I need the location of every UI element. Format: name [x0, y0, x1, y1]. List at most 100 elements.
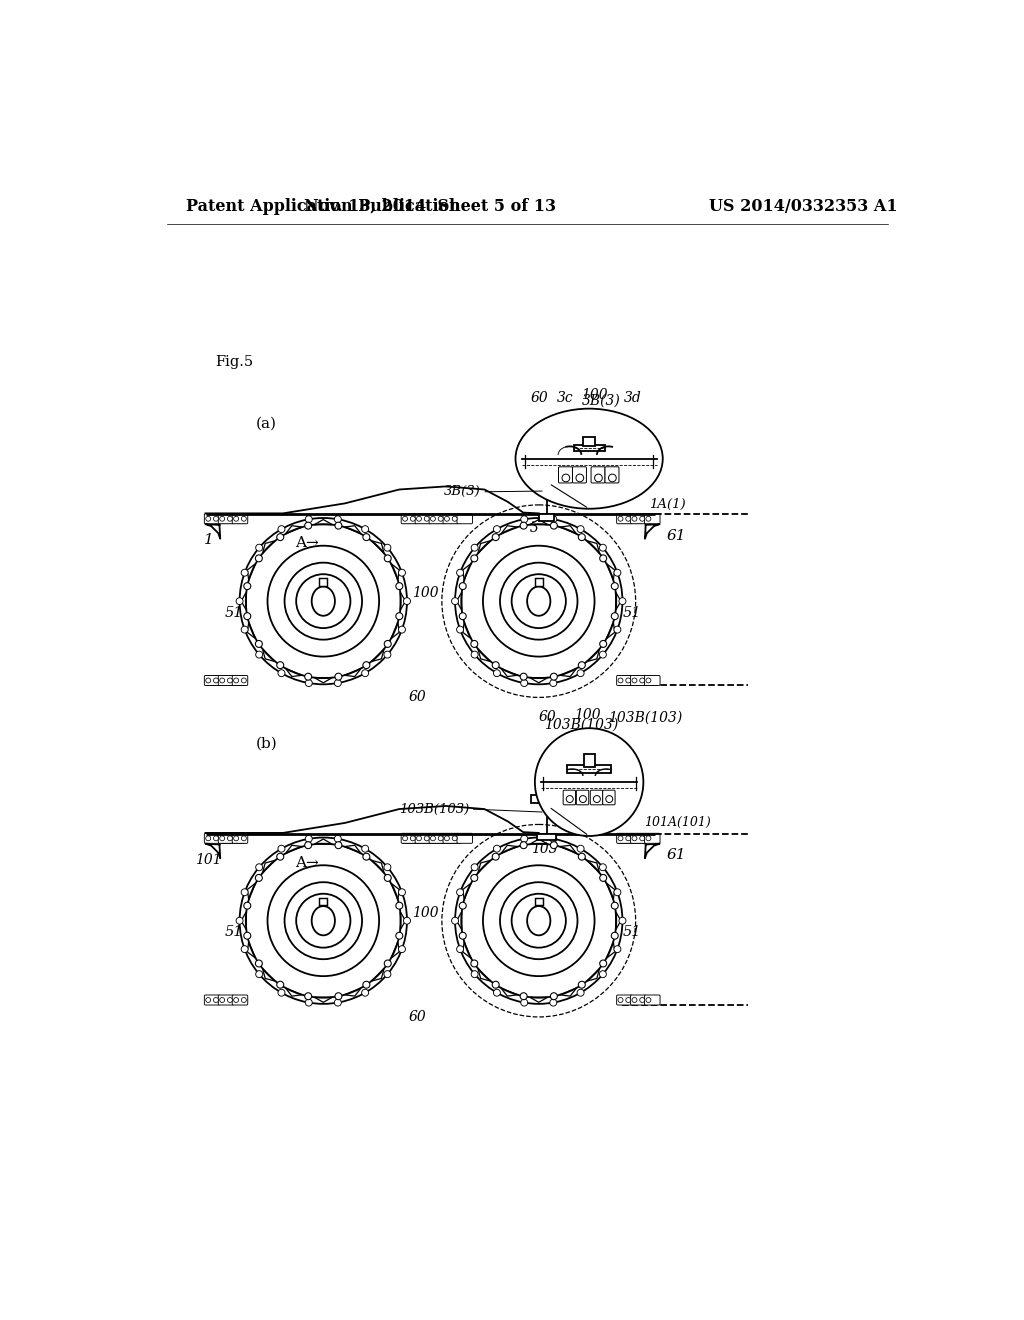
- FancyBboxPatch shape: [616, 995, 632, 1005]
- Circle shape: [233, 998, 239, 1002]
- FancyBboxPatch shape: [443, 833, 459, 843]
- Polygon shape: [262, 861, 275, 873]
- Polygon shape: [206, 843, 220, 858]
- Polygon shape: [400, 593, 406, 610]
- FancyBboxPatch shape: [415, 513, 431, 524]
- Circle shape: [206, 678, 211, 682]
- Circle shape: [402, 836, 408, 841]
- Circle shape: [398, 888, 406, 896]
- Circle shape: [362, 981, 370, 989]
- Polygon shape: [560, 525, 577, 535]
- Ellipse shape: [515, 409, 663, 508]
- Polygon shape: [286, 668, 302, 677]
- Circle shape: [521, 836, 527, 842]
- Circle shape: [244, 612, 251, 619]
- Circle shape: [384, 960, 391, 968]
- Text: Fig.5: Fig.5: [215, 355, 253, 370]
- Polygon shape: [391, 564, 399, 581]
- FancyBboxPatch shape: [644, 995, 660, 1005]
- Circle shape: [384, 554, 391, 562]
- Polygon shape: [344, 845, 361, 854]
- Circle shape: [595, 474, 602, 482]
- Circle shape: [599, 970, 606, 978]
- Circle shape: [233, 836, 239, 841]
- Circle shape: [278, 989, 285, 997]
- Polygon shape: [457, 912, 462, 929]
- Polygon shape: [314, 520, 333, 524]
- Circle shape: [444, 836, 450, 841]
- Circle shape: [384, 863, 391, 871]
- Circle shape: [276, 533, 284, 541]
- Circle shape: [640, 678, 645, 682]
- Circle shape: [600, 874, 606, 882]
- Circle shape: [550, 516, 557, 523]
- Circle shape: [305, 836, 312, 842]
- Polygon shape: [248, 564, 256, 581]
- Circle shape: [285, 882, 362, 960]
- Circle shape: [512, 894, 566, 948]
- Polygon shape: [529, 677, 548, 682]
- Circle shape: [296, 574, 350, 628]
- Circle shape: [550, 673, 557, 680]
- Text: 100: 100: [582, 388, 608, 403]
- Text: 100: 100: [413, 906, 439, 920]
- Ellipse shape: [311, 586, 335, 616]
- Text: 101A(101): 101A(101): [644, 816, 711, 829]
- Circle shape: [646, 836, 651, 841]
- Circle shape: [255, 874, 262, 882]
- Circle shape: [600, 960, 606, 968]
- FancyBboxPatch shape: [577, 791, 589, 805]
- Circle shape: [606, 796, 612, 803]
- FancyBboxPatch shape: [232, 833, 248, 843]
- Circle shape: [520, 673, 527, 680]
- Circle shape: [242, 945, 248, 953]
- Polygon shape: [262, 541, 275, 553]
- FancyBboxPatch shape: [443, 513, 459, 524]
- Polygon shape: [463, 883, 471, 900]
- Circle shape: [213, 836, 218, 841]
- Circle shape: [206, 516, 211, 521]
- Bar: [535, 578, 543, 586]
- Bar: [531, 795, 562, 803]
- Circle shape: [276, 661, 284, 669]
- Circle shape: [579, 981, 586, 989]
- Bar: [538, 473, 556, 479]
- Ellipse shape: [311, 906, 335, 936]
- Circle shape: [384, 874, 391, 882]
- Circle shape: [460, 523, 617, 680]
- Bar: [584, 755, 595, 767]
- Circle shape: [578, 989, 584, 997]
- FancyBboxPatch shape: [590, 791, 603, 805]
- Circle shape: [520, 993, 527, 999]
- Circle shape: [593, 796, 600, 803]
- Circle shape: [213, 998, 218, 1002]
- Circle shape: [244, 902, 251, 909]
- Circle shape: [396, 612, 402, 619]
- FancyBboxPatch shape: [605, 467, 618, 483]
- Circle shape: [618, 678, 623, 682]
- Circle shape: [362, 533, 370, 541]
- Polygon shape: [391, 883, 399, 900]
- FancyBboxPatch shape: [218, 995, 233, 1005]
- Text: 3c: 3c: [557, 391, 573, 405]
- Circle shape: [599, 544, 606, 552]
- Text: 100: 100: [573, 708, 600, 722]
- Circle shape: [618, 917, 626, 924]
- Circle shape: [457, 888, 464, 896]
- Circle shape: [242, 516, 247, 521]
- Circle shape: [494, 669, 501, 677]
- Text: 1: 1: [204, 533, 213, 548]
- Bar: [583, 437, 595, 446]
- Text: US 2014/0332353 A1: US 2014/0332353 A1: [710, 198, 898, 215]
- Circle shape: [237, 917, 243, 924]
- Polygon shape: [314, 840, 333, 845]
- Circle shape: [417, 516, 422, 521]
- Polygon shape: [606, 564, 614, 581]
- Text: 101: 101: [196, 853, 222, 867]
- Text: 3B(3): 3B(3): [582, 393, 621, 408]
- Polygon shape: [501, 845, 518, 854]
- Circle shape: [285, 562, 362, 640]
- Bar: [535, 898, 543, 906]
- Circle shape: [276, 981, 284, 989]
- FancyBboxPatch shape: [631, 676, 646, 685]
